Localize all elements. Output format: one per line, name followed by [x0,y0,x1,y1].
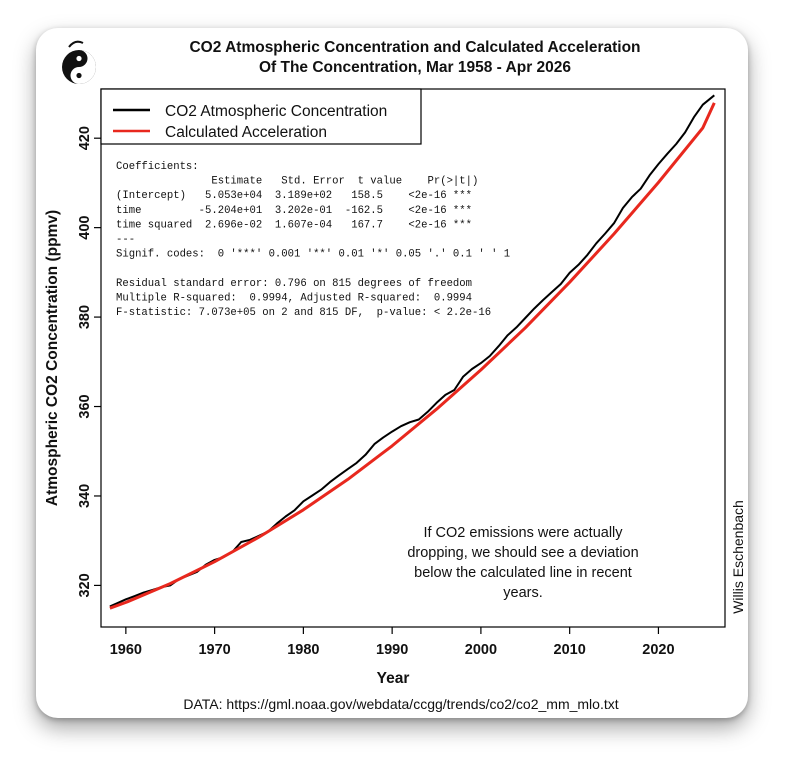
x-tick-label: 1980 [287,642,319,658]
y-tick-label: 420 [77,126,93,150]
legend-label-fit: Calculated Acceleration [165,124,327,141]
y-tick-label: 360 [77,394,93,418]
author-credit: Willis Eschenbach [730,500,746,614]
regression-line: --- [116,234,135,246]
x-tick-label: 1960 [110,642,142,658]
x-axis-label: Year [377,670,410,687]
y-tick-label: 400 [77,216,93,240]
annotation-line-2: dropping, we should see a deviation [407,545,638,561]
regression-line: Multiple R-squared: 0.9994, Adjusted R-s… [116,292,472,304]
y-tick-label: 380 [77,305,93,329]
x-tick-label: 2020 [642,642,674,658]
regression-line: Signif. codes: 0 '***' 0.001 '**' 0.01 '… [116,249,510,261]
axes: 1960 1970 1980 1990 2000 2010 2020 320 340 360 380… [77,126,675,658]
legend-label-co2: CO2 Atmospheric Concentration [165,103,387,120]
y-axis-label: Atmospheric CO2 Concentration (ppmv) [44,210,61,506]
y-tick-label: 340 [77,484,93,508]
annotation-line-3: below the calculated line in recent [414,565,632,581]
regression-line: Coefficients: [116,161,199,173]
annotation-line-4: years. [503,585,543,601]
regression-line: Estimate Std. Error t value Pr(>|t|) [116,176,478,188]
annotation-line-1: If CO2 emissions were actually [423,525,623,541]
regression-line: F-statistic: 7.073e+05 on 2 and 815 DF, … [116,307,491,319]
legend: CO2 Atmospheric Concentration Calculated… [100,88,422,145]
chart-title: CO2 Atmospheric Concentration and Calcul… [189,39,640,56]
x-tick-label: 1990 [376,642,408,658]
series-line-co2 [109,94,715,608]
x-tick-label: 2000 [465,642,497,658]
series-line-fit [109,102,716,610]
regression-line: time -5.204e+01 3.202e-01 -162.5 <2e-16 … [116,205,472,217]
y-tick-label: 320 [77,573,93,597]
x-tick-label: 2010 [554,642,586,658]
regression-line: (Intercept) 5.053e+04 3.189e+02 158.5 <2… [116,190,472,202]
regression-line: time squared 2.696e-02 1.607e-04 167.7 <… [116,219,472,231]
chart-subtitle: Of The Concentration, Mar 1958 - Apr 202… [259,59,571,76]
regression-line: Residual standard error: 0.796 on 815 de… [116,278,472,290]
x-tick-label: 1970 [198,642,230,658]
annotation: If CO2 emissions were actually dropping,… [407,525,638,601]
regression-summary: Coefficients: Estimate Std. Error t valu… [116,161,510,319]
data-source: DATA: https://gml.noaa.gov/webdata/ccgg/… [183,696,618,712]
series-lines [109,94,716,610]
logo-icon [62,40,96,84]
